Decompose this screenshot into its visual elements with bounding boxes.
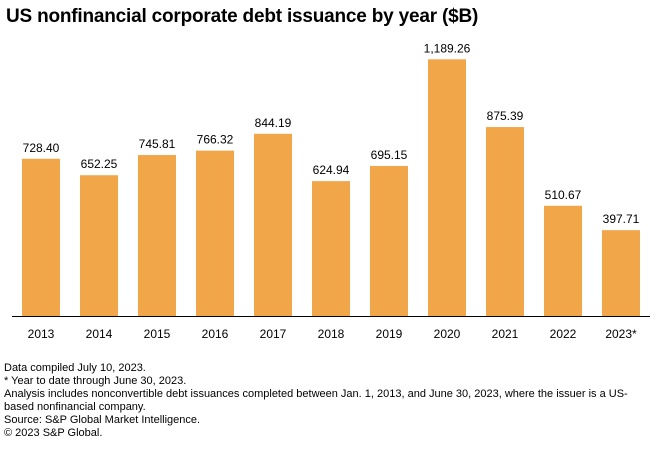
value-label-2018: 624.94 [313,163,350,177]
value-label-2021: 875.39 [487,109,524,123]
x-tick-labels-group: 2013 2014 2015 2016 2017 2018 2019 2020 2021 2022… [28,327,637,341]
footnote-source: Source: S&P Global Market Intelligence. [4,414,201,426]
footnote-analysis: Analysis includes nonconvertible debt is… [4,388,628,413]
x-tick-label-2021: 2021 [492,327,519,341]
x-tick-label-2013: 2013 [28,327,55,341]
value-label-2017: 844.19 [255,116,292,130]
x-tick-label-2014: 2014 [86,327,113,341]
x-tick-label-2016: 2016 [202,327,229,341]
value-label-2020: 1,189.26 [424,41,471,55]
footnote-ytd: * Year to date through June 30, 2023. [4,375,187,387]
bar-2018 [312,181,350,316]
x-tick-label-2018: 2018 [318,327,345,341]
bar-2016 [196,150,234,316]
value-label-2014: 652.25 [81,157,118,171]
bar-2019 [370,165,408,316]
x-tick-label-2020: 2020 [434,327,461,341]
x-tick-label-2022: 2022 [550,327,577,341]
bar-2020 [428,59,466,316]
bars-group [22,59,640,316]
bar-2022 [544,205,582,316]
x-tick-label-2023: 2023* [605,327,637,341]
bar-2023 [602,230,640,316]
bar-2015 [138,155,176,316]
footnote-compiled: Data compiled July 10, 2023. [4,362,146,374]
footnote-copyright: © 2023 S&P Global. [4,427,103,439]
x-tick-label-2019: 2019 [376,327,403,341]
bar-2021 [486,127,524,316]
value-label-2022: 510.67 [545,188,582,202]
footnotes: Data compiled July 10, 2023. * Year to d… [4,362,654,440]
value-label-2015: 745.81 [139,137,176,151]
chart-title: US nonfinancial corporate debt issuance … [6,6,479,27]
value-label-2019: 695.15 [371,148,408,162]
bar-2013 [22,158,60,316]
value-label-2016: 766.32 [197,133,234,147]
value-labels-group: 728.40 652.25 745.81 766.32 844.19 624.94 695.… [23,41,640,226]
x-tick-label-2015: 2015 [144,327,171,341]
value-label-2013: 728.40 [23,141,60,155]
bar-2017 [254,133,292,316]
bar-chart: 728.40 652.25 745.81 766.32 844.19 624.94 695.… [12,41,650,341]
value-label-2023: 397.71 [603,212,640,226]
x-tick-label-2017: 2017 [260,327,287,341]
bar-2014 [80,175,118,316]
